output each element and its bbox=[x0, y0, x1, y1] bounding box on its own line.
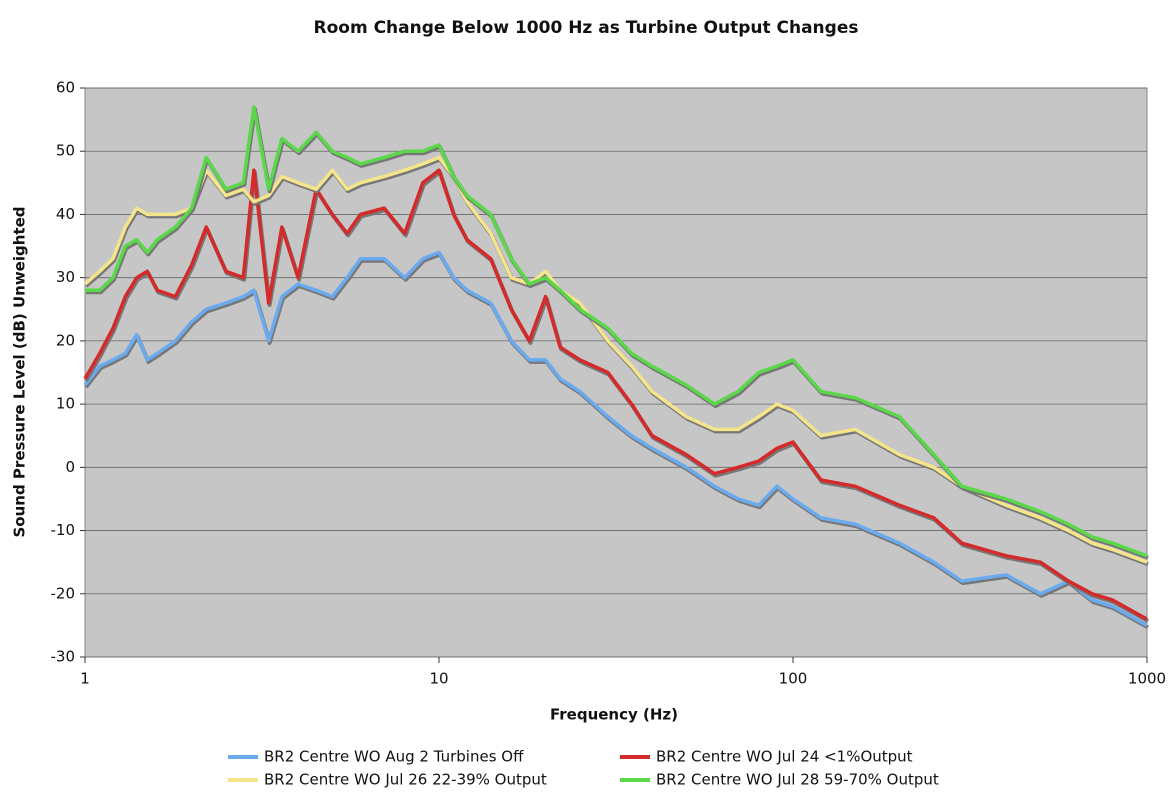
y-tick-label: 10 bbox=[56, 395, 75, 413]
x-tick-label: 1000 bbox=[1128, 670, 1166, 688]
y-tick-label: -10 bbox=[51, 521, 76, 539]
x-axis-title: Frequency (Hz) bbox=[550, 706, 678, 724]
y-axis-title: Sound Pressure Level (dB) Unweighted bbox=[11, 207, 29, 538]
plot-area bbox=[84, 87, 1148, 658]
y-tick-label: 20 bbox=[56, 331, 75, 349]
x-tick-label: 10 bbox=[429, 670, 448, 688]
y-tick-label: 60 bbox=[56, 79, 75, 97]
legend-label: BR2 Centre WO Jul 26 22-39% Output bbox=[264, 771, 547, 789]
series-line bbox=[85, 105, 1148, 558]
chart-title: Room Change Below 1000 Hz as Turbine Out… bbox=[314, 18, 859, 38]
series-line bbox=[83, 168, 1148, 621]
x-tick-label: 1 bbox=[80, 670, 90, 688]
y-tick-label: 50 bbox=[56, 142, 75, 160]
x-tick-label: 100 bbox=[779, 670, 808, 688]
y-tick-label: 40 bbox=[56, 205, 75, 223]
y-tick-label: 0 bbox=[65, 458, 75, 476]
y-tick-label: 30 bbox=[56, 268, 75, 286]
series-line bbox=[83, 250, 1148, 627]
legend-label: BR2 Centre WO Aug 2 Turbines Off bbox=[264, 748, 524, 766]
y-tick-label: -30 bbox=[51, 648, 76, 666]
legend-label: BR2 Centre WO Jul 24 <1%Output bbox=[656, 748, 913, 766]
y-tick-label: -20 bbox=[51, 584, 76, 602]
legend-label: BR2 Centre WO Jul 28 59-70% Output bbox=[656, 771, 939, 789]
